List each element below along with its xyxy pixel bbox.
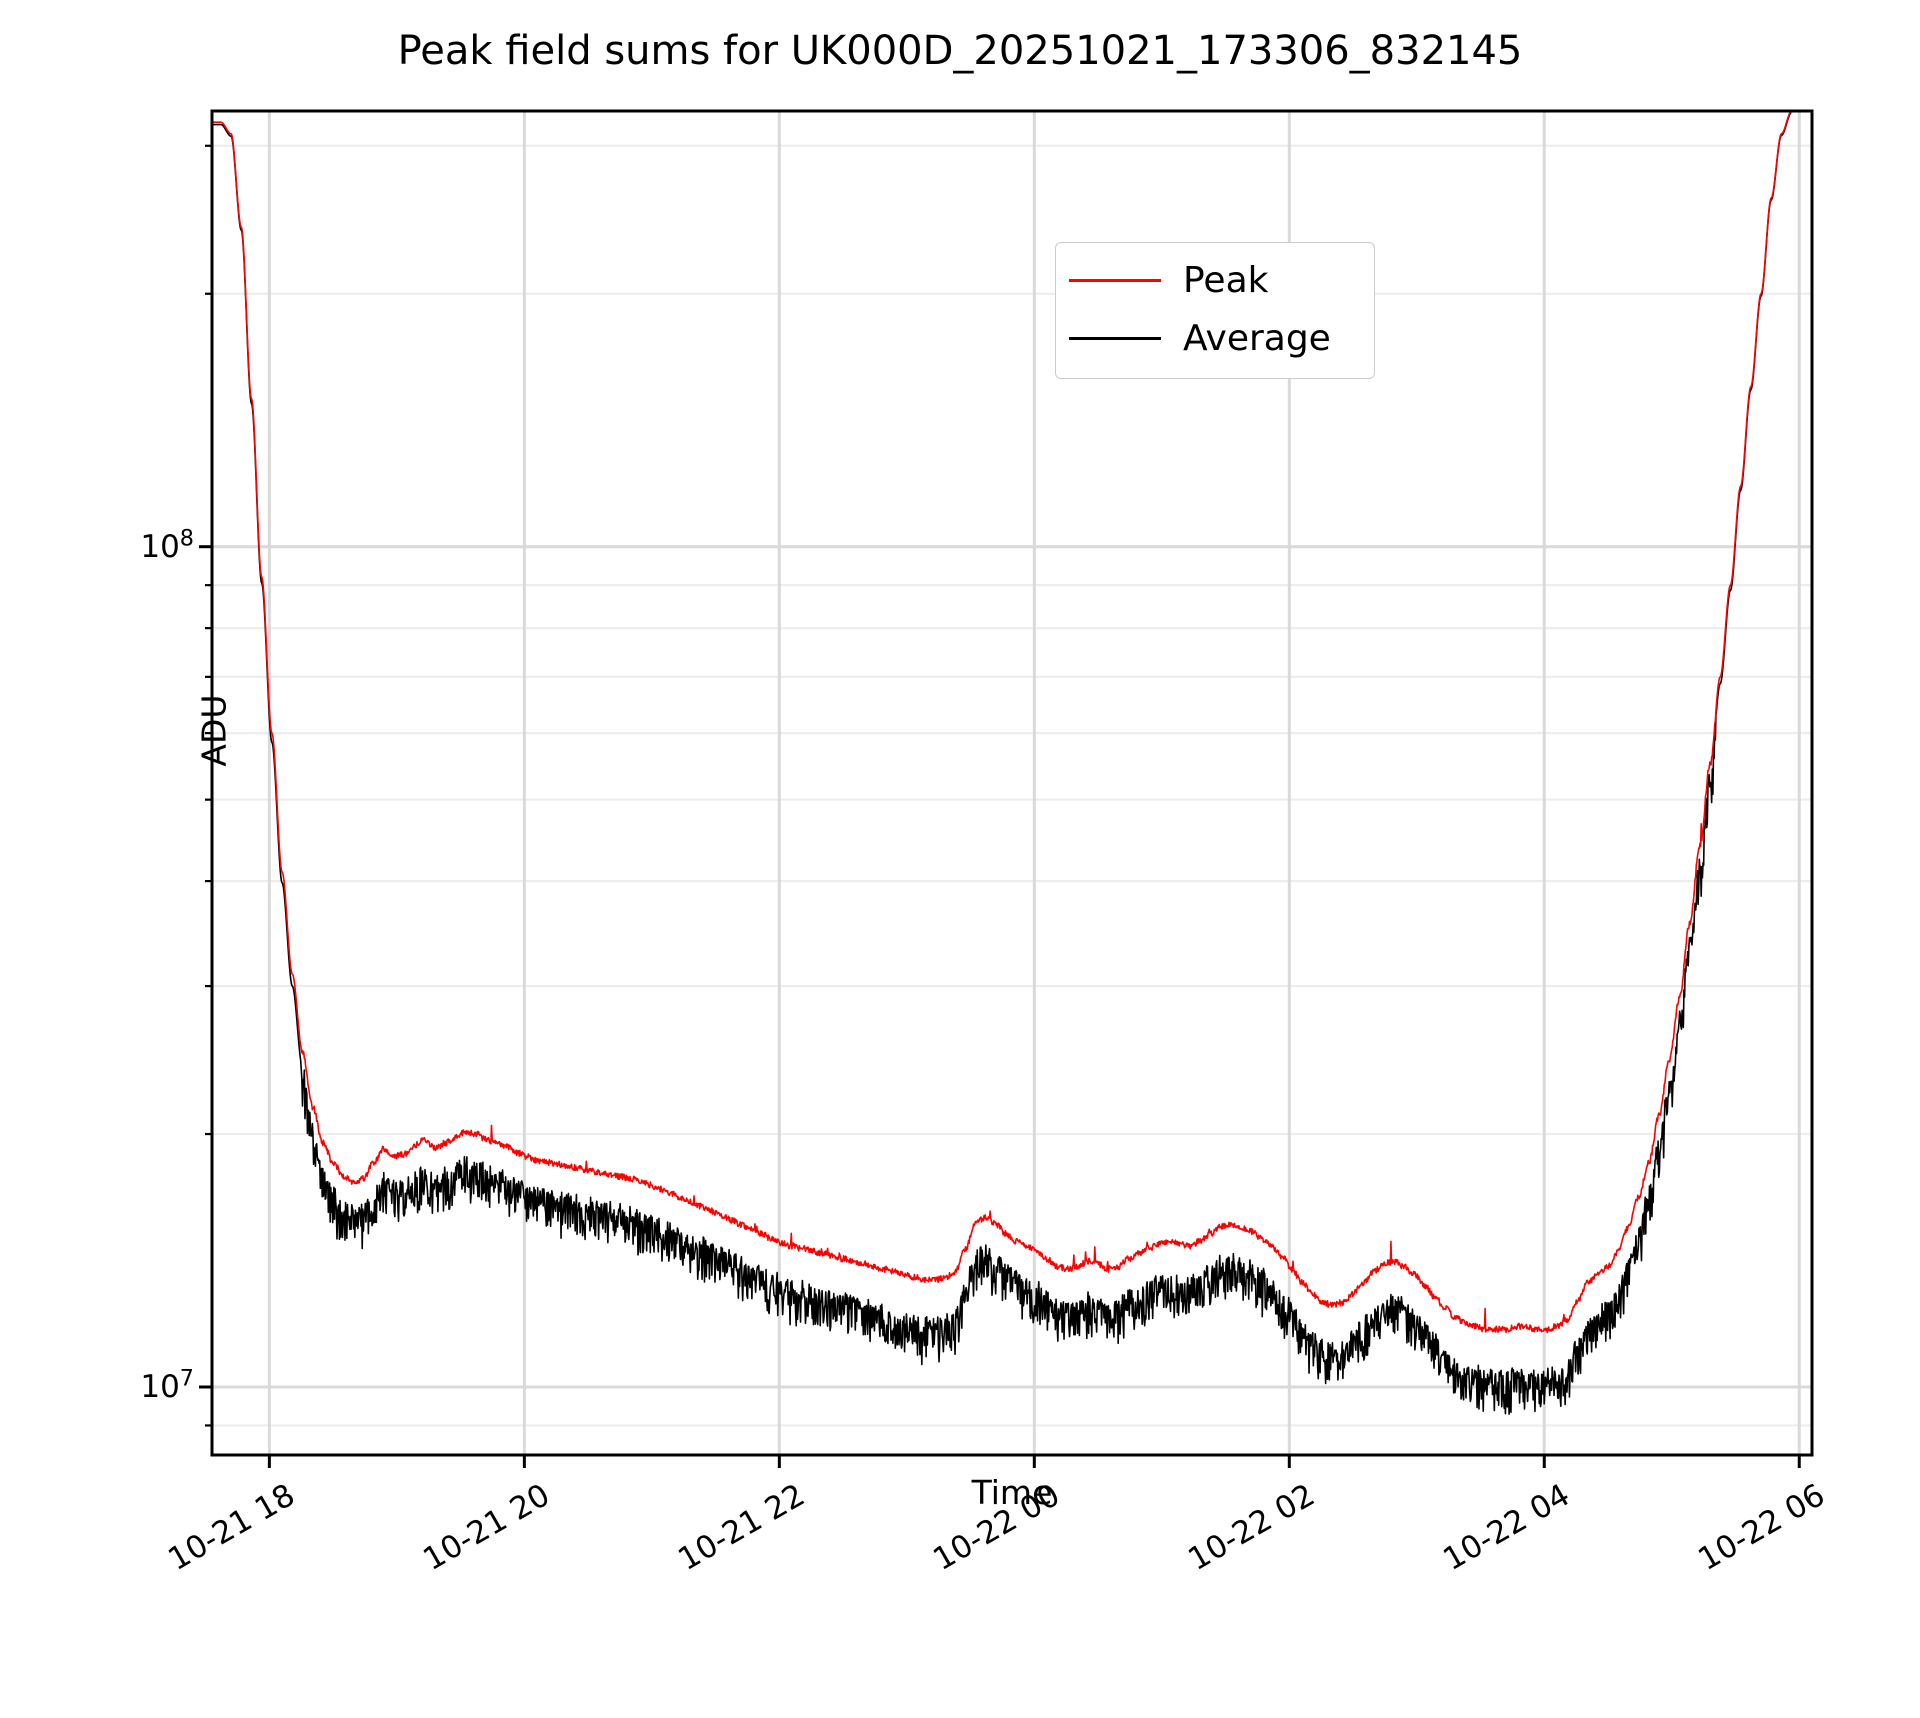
y-tick-label: 107 — [140, 1365, 194, 1405]
y-tick-label: 108 — [140, 527, 194, 565]
y-tick-exponent: 8 — [179, 525, 194, 552]
chart-figure: Peak field sums for UK000D_20251021_1733… — [140, 28, 1832, 1578]
y-tick-exponent: 7 — [179, 1365, 194, 1392]
x-tick-label: 10-21 18 — [162, 1477, 302, 1578]
series-line-average — [211, 112, 1792, 1415]
data-series-layer — [211, 110, 1792, 1415]
plot-border — [210, 109, 1814, 1457]
y-tick-mantissa: 10 — [140, 528, 180, 565]
y-axis-label: ADU — [194, 694, 234, 767]
plot-canvas — [199, 109, 1814, 1468]
grid-lines — [212, 111, 1812, 1455]
y-tick-mantissa: 10 — [140, 1369, 180, 1405]
x-axis-label: Time — [971, 1473, 1053, 1512]
page-title: Peak field sums for UK000D_20251021_1733… — [397, 28, 1523, 74]
plot-area: 107 108 10-21 18 10-21 20 10-21 22 10-22 00 1… — [140, 109, 1831, 1578]
series-line-peak — [211, 110, 1792, 1334]
